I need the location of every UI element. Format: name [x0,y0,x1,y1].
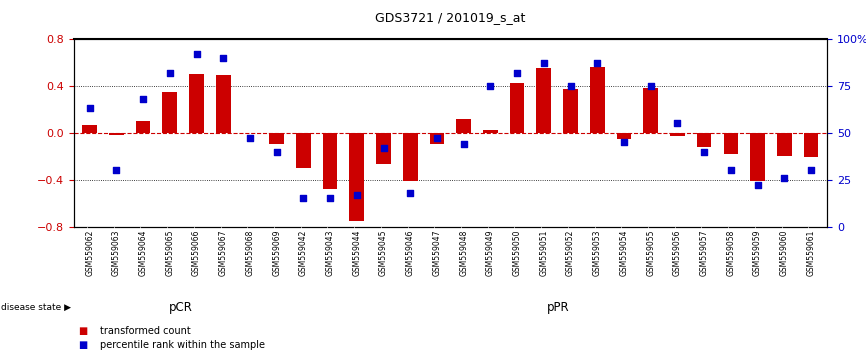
Text: GSM559068: GSM559068 [245,230,255,276]
Point [430,136,444,141]
Point [163,70,177,75]
Text: GSM559050: GSM559050 [513,230,521,276]
Text: GSM559056: GSM559056 [673,230,682,276]
Bar [536,68,551,133]
Text: GSM559043: GSM559043 [326,230,334,276]
Bar [296,133,311,168]
Bar [430,133,444,144]
Text: GSM559042: GSM559042 [299,230,308,276]
Bar [350,133,365,221]
Text: GSM559048: GSM559048 [459,230,469,276]
Text: GDS3721 / 201019_s_at: GDS3721 / 201019_s_at [375,11,526,24]
Point [591,61,604,66]
Bar [136,121,151,133]
Bar [376,133,391,164]
Text: GSM559045: GSM559045 [379,230,388,276]
Text: pPR: pPR [546,301,569,314]
Text: GSM559067: GSM559067 [219,230,228,276]
Text: GSM559046: GSM559046 [406,230,415,276]
Text: pCR: pCR [170,301,193,314]
Text: GSM559060: GSM559060 [779,230,789,276]
Text: GSM559065: GSM559065 [165,230,174,276]
Text: ■: ■ [78,326,87,336]
Bar [483,130,498,133]
Text: GSM559063: GSM559063 [112,230,121,276]
Text: GSM559066: GSM559066 [192,230,201,276]
Text: GSM559059: GSM559059 [753,230,762,276]
Text: ■: ■ [78,340,87,350]
Point [483,83,497,89]
Text: GSM559052: GSM559052 [566,230,575,276]
Bar [109,133,124,135]
Bar [189,74,204,133]
Bar [670,133,685,136]
Bar [323,133,338,189]
Point [377,145,391,150]
Text: GSM559047: GSM559047 [432,230,442,276]
Point [751,182,765,188]
Bar [590,67,604,133]
Text: GSM559051: GSM559051 [540,230,548,276]
Text: GSM559069: GSM559069 [272,230,281,276]
Text: GSM559054: GSM559054 [619,230,629,276]
Point [510,70,524,75]
Point [537,61,551,66]
Point [804,167,818,173]
Bar [163,92,178,133]
Point [83,105,97,111]
Point [724,167,738,173]
Bar [697,133,712,147]
Text: GSM559057: GSM559057 [700,230,708,276]
Text: GSM559044: GSM559044 [352,230,361,276]
Text: GSM559058: GSM559058 [727,230,735,276]
Point [323,195,337,201]
Point [778,175,792,181]
Point [296,195,310,201]
Bar [216,75,230,133]
Text: percentile rank within the sample: percentile rank within the sample [100,340,265,350]
Text: disease state ▶: disease state ▶ [1,303,71,312]
Point [643,83,657,89]
Bar [269,133,284,144]
Text: GSM559053: GSM559053 [592,230,602,276]
Point [564,83,578,89]
Bar [82,125,97,133]
Point [670,120,684,126]
Point [269,149,283,154]
Text: transformed count: transformed count [100,326,191,336]
Bar [750,133,765,181]
Point [216,55,230,61]
Bar [617,133,631,139]
Text: GSM559049: GSM559049 [486,230,494,276]
Bar [804,133,818,158]
Point [109,167,123,173]
Point [404,190,417,196]
Point [617,139,631,145]
Point [243,136,257,141]
Bar [510,84,525,133]
Point [190,51,204,57]
Text: GSM559055: GSM559055 [646,230,656,276]
Text: GSM559061: GSM559061 [806,230,816,276]
Text: GSM559062: GSM559062 [85,230,94,276]
Bar [403,133,417,181]
Bar [723,133,738,154]
Bar [563,89,578,133]
Bar [456,119,471,133]
Point [697,149,711,154]
Bar [777,133,792,156]
Point [136,96,150,102]
Text: GSM559064: GSM559064 [139,230,147,276]
Point [350,192,364,198]
Point [456,141,470,147]
Bar [643,88,658,133]
